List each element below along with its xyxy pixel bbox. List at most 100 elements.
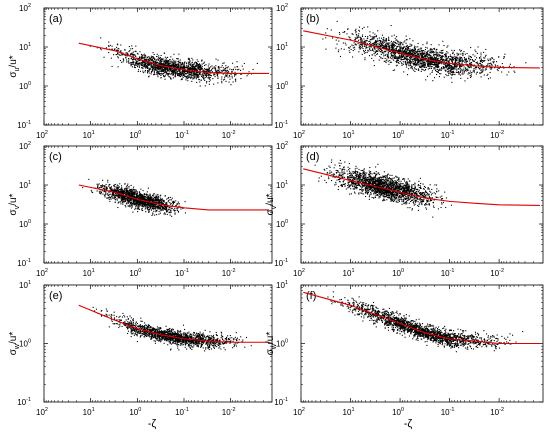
data-point <box>399 55 401 57</box>
data-point <box>131 64 133 66</box>
data-point <box>412 40 414 42</box>
data-point <box>161 70 163 72</box>
data-point <box>465 60 467 62</box>
data-point <box>150 73 152 75</box>
data-point <box>208 77 210 79</box>
data-point <box>201 68 203 70</box>
data-point <box>426 43 428 45</box>
data-point <box>446 66 448 68</box>
data-point <box>140 56 143 58</box>
data-point <box>205 64 207 66</box>
data-point <box>377 50 379 52</box>
data-point <box>178 63 180 65</box>
data-point <box>453 54 455 56</box>
data-point <box>223 62 225 64</box>
data-point <box>417 69 420 71</box>
data-point <box>446 59 448 61</box>
data-point <box>199 64 201 67</box>
data-point <box>386 58 388 60</box>
data-point <box>434 61 436 63</box>
data-point <box>120 198 122 200</box>
data-point <box>348 36 350 38</box>
data-point <box>339 33 341 35</box>
data-point <box>469 76 472 79</box>
data-point <box>160 54 162 57</box>
data-point <box>184 71 186 73</box>
data-point <box>140 196 142 198</box>
data-point <box>417 58 419 60</box>
data-point <box>172 70 175 72</box>
data-point <box>391 51 394 53</box>
data-point <box>474 49 476 51</box>
data-point <box>166 202 168 204</box>
data-point <box>385 43 387 45</box>
data-point <box>431 57 433 60</box>
data-point <box>463 72 465 74</box>
data-point <box>375 44 377 46</box>
data-point <box>163 61 165 63</box>
data-point <box>192 78 194 80</box>
data-point <box>409 50 411 53</box>
data-point <box>157 201 159 204</box>
data-point <box>183 74 185 76</box>
data-point <box>388 48 391 50</box>
data-point <box>424 68 427 71</box>
data-point <box>100 185 102 187</box>
data-point <box>235 68 237 70</box>
data-point <box>434 51 436 53</box>
data-point <box>490 62 492 64</box>
data-point <box>362 41 364 43</box>
data-point <box>483 57 485 59</box>
data-point <box>325 48 327 50</box>
data-point <box>166 211 168 213</box>
data-point <box>377 40 379 42</box>
data-point <box>188 76 190 78</box>
data-point <box>458 53 460 55</box>
data-point <box>374 42 376 44</box>
data-point <box>410 65 412 67</box>
data-point <box>133 201 135 203</box>
data-point <box>386 48 388 50</box>
data-point <box>508 71 510 73</box>
data-point <box>461 61 463 63</box>
data-point <box>401 63 403 65</box>
data-point <box>136 63 139 65</box>
data-point <box>387 39 389 41</box>
data-point <box>401 51 403 53</box>
data-point <box>454 63 456 66</box>
data-point <box>379 55 381 58</box>
data-point <box>381 45 383 47</box>
data-point <box>368 55 371 57</box>
data-point <box>137 195 139 197</box>
data-point <box>165 57 167 59</box>
data-point <box>116 53 118 56</box>
data-point <box>358 26 361 28</box>
data-point <box>424 65 426 67</box>
data-point <box>177 210 179 213</box>
data-point <box>386 46 388 48</box>
data-point <box>122 191 124 194</box>
data-point <box>156 55 158 58</box>
data-point <box>503 57 505 59</box>
data-point <box>354 46 356 48</box>
data-point <box>150 71 153 73</box>
data-point <box>422 50 424 52</box>
data-point <box>475 57 478 59</box>
data-point <box>190 72 192 75</box>
data-point <box>135 63 137 65</box>
data-point <box>470 63 472 65</box>
data-point <box>436 55 438 57</box>
data-point <box>447 68 449 70</box>
data-point <box>393 48 395 50</box>
data-point <box>448 61 450 63</box>
data-point <box>183 67 185 69</box>
data-point <box>164 206 166 208</box>
data-point <box>160 68 162 70</box>
data-point <box>170 65 172 67</box>
data-point <box>378 50 380 52</box>
data-point <box>364 35 366 38</box>
data-point <box>105 193 107 195</box>
data-point <box>153 197 155 200</box>
data-point <box>226 71 228 73</box>
data-point <box>385 38 387 40</box>
